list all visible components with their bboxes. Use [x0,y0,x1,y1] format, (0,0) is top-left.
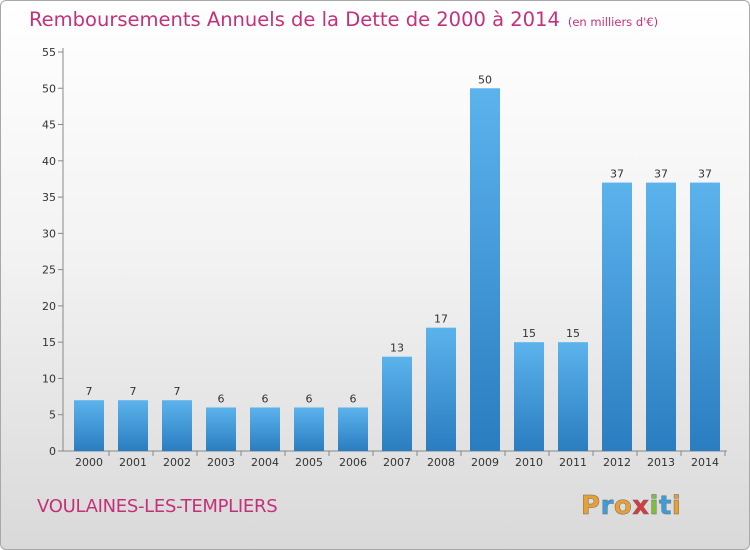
chart-title-main: Remboursements Annuels de la Dette de 20… [29,8,560,31]
bar-2014 [690,182,720,451]
x-tick-label-2001: 2001 [119,456,147,469]
x-tick-label-2006: 2006 [339,456,367,469]
y-tick-label: 10 [42,372,56,385]
brand-letter: t [658,491,672,522]
bar-2003 [206,407,236,451]
x-tick-label-2011: 2011 [559,456,587,469]
y-tick-label: 0 [49,445,56,458]
value-label-2008: 17 [434,313,448,326]
value-label-2005: 6 [306,392,313,405]
y-tick-label: 15 [42,336,56,349]
value-label-2013: 37 [654,168,668,181]
x-tick-label-2012: 2012 [603,456,631,469]
bar-2010 [514,342,544,451]
bar-2008 [426,327,456,451]
x-tick-label-2000: 2000 [75,456,103,469]
y-tick-label: 30 [42,227,56,240]
value-label-2003: 6 [218,392,225,405]
x-tick-label-2005: 2005 [295,456,323,469]
y-tick-label: 40 [42,155,56,168]
bar-2001 [118,400,148,451]
value-label-2009: 50 [478,73,492,86]
y-tick-label: 35 [42,191,56,204]
x-tick-label-2010: 2010 [515,456,543,469]
x-tick-label-2004: 2004 [251,456,279,469]
chart-title: Remboursements Annuels de la Dette de 20… [29,8,658,31]
x-tick-label-2007: 2007 [383,456,411,469]
chart-title-unit: (en milliers d'€) [567,15,659,29]
value-label-2004: 6 [262,392,269,405]
y-tick-label: 50 [42,82,56,95]
brand-letter: i [671,491,682,522]
value-label-2007: 13 [390,342,404,355]
y-tick-label: 45 [42,119,56,132]
bar-2006 [338,407,368,451]
x-tick-label-2009: 2009 [471,456,499,469]
y-tick-label: 25 [42,264,56,277]
bar-2005 [294,407,324,451]
value-label-2006: 6 [350,392,357,405]
x-tick-label-2014: 2014 [691,456,719,469]
brand-letter: o [613,491,633,522]
commune-name: VOULAINES-LES-TEMPLIERS [37,496,278,517]
y-tick-label: 55 [42,46,56,59]
value-label-2011: 15 [566,327,580,340]
y-tick-label: 5 [49,409,56,422]
value-label-2001: 7 [130,385,137,398]
bar-2011 [558,342,588,451]
x-tick-label-2003: 2003 [207,456,235,469]
x-tick-label-2002: 2002 [163,456,191,469]
x-tick-label-2013: 2013 [647,456,675,469]
value-label-2000: 7 [86,385,93,398]
value-label-2002: 7 [174,385,181,398]
bar-2009 [470,88,500,451]
value-label-2010: 15 [522,327,536,340]
proxiti-logo[interactable]: Proxiti [581,491,682,522]
bar-2013 [646,182,676,451]
chart-bars: 7 7 7 6 6 6 6 13 17 50 15 15 37 37 37 [74,73,720,451]
bar-2004 [250,407,280,451]
bar-2007 [382,356,412,451]
value-label-2012: 37 [610,168,624,181]
brand-letter: r [600,491,614,522]
value-label-2014: 37 [698,168,712,181]
brand-letter: i [649,491,659,522]
bar-2002 [162,400,192,451]
brand-letter: x [632,491,650,522]
bar-2000 [74,400,104,451]
brand-letter: P [581,491,601,522]
x-tick-label-2008: 2008 [427,456,455,469]
bar-2012 [602,182,632,451]
y-tick-label: 20 [42,300,56,313]
